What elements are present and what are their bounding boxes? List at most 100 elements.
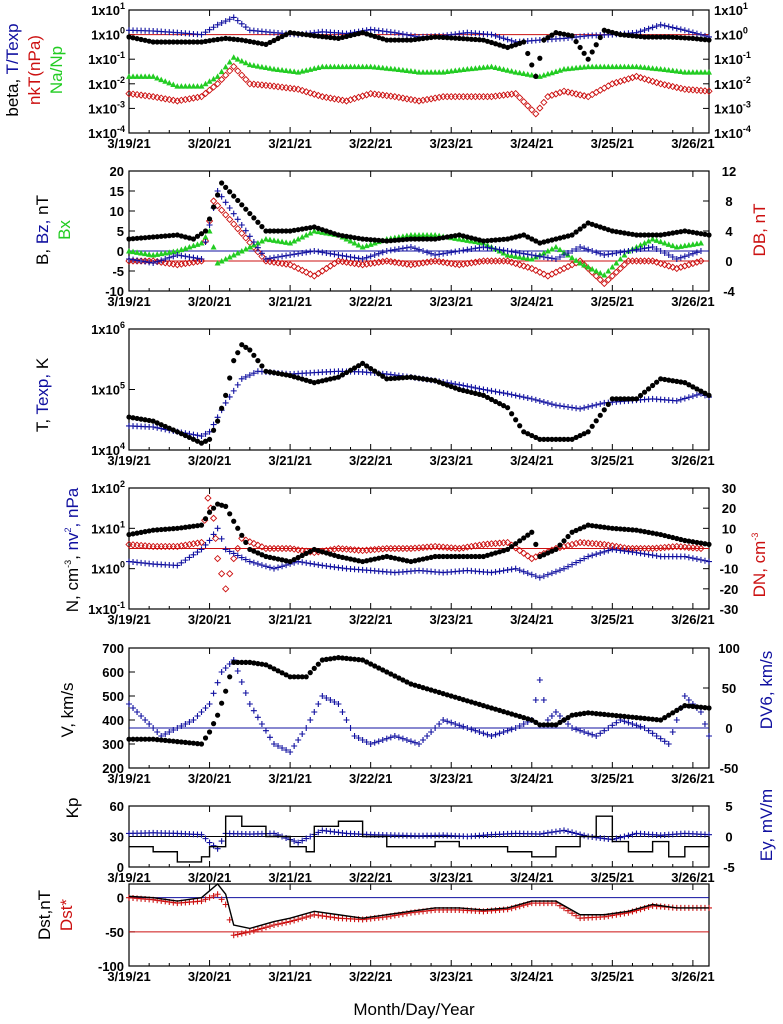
p2-bz-point — [194, 255, 201, 262]
p5-dv6-point — [697, 709, 704, 715]
p1-beta-point — [464, 36, 470, 42]
p4-n-point — [545, 550, 551, 556]
x-axis-title: Month/Day/Year — [353, 1000, 475, 1019]
p5-v-point — [142, 736, 148, 742]
p2-bx-point — [432, 232, 439, 238]
p5-v-point — [654, 717, 660, 723]
p3-texp-point — [689, 393, 696, 400]
p5-dv6-point — [540, 697, 547, 703]
p2-bx-point — [126, 248, 132, 254]
p2-bz-point — [154, 258, 161, 265]
p1-na-np-point — [561, 65, 567, 72]
p4-n-point — [569, 529, 575, 535]
p2-b-point — [690, 229, 696, 235]
p2-b-point — [372, 237, 378, 243]
p1-beta-point — [215, 36, 221, 43]
p1-beta-point — [460, 36, 466, 42]
p2-bz-point — [585, 246, 592, 253]
p1-beta-point — [388, 37, 394, 43]
p2-db-point — [197, 257, 206, 265]
p2-db-point — [310, 272, 318, 280]
p4-dn-point — [137, 541, 145, 550]
p5-dv6-point — [331, 699, 338, 705]
p4-dn-point — [218, 570, 226, 578]
p5-v-point — [198, 741, 205, 747]
p1-nkt-point — [576, 91, 584, 99]
p4-n-point — [678, 536, 684, 543]
p2-db-point — [552, 268, 560, 276]
p1-nkt-point — [169, 96, 177, 104]
p1-beta-point — [678, 35, 684, 41]
p2-bx-point — [146, 251, 153, 257]
p1-nkt-point — [677, 84, 685, 92]
p7-dst-star-point — [242, 929, 249, 936]
p5-v-point — [404, 679, 410, 685]
p4-n-point — [557, 542, 563, 548]
p2-bx-point — [520, 254, 527, 261]
p2-db-point — [673, 264, 681, 273]
p3-texp-point — [552, 402, 559, 409]
p1-na-np-point — [653, 65, 660, 72]
p6-ey-point — [581, 832, 588, 839]
p4-nv2-point — [524, 570, 531, 577]
p1-na-np-point — [573, 64, 580, 71]
p1-beta-point — [448, 35, 454, 41]
p5-v-point — [601, 711, 607, 718]
p2-b-point — [158, 233, 164, 239]
p2-b-point — [202, 228, 209, 234]
p3-t-point — [323, 377, 329, 383]
p4-nv2-point — [254, 560, 261, 567]
p1-beta-point — [662, 34, 668, 40]
p1-na-np-point — [613, 63, 620, 70]
p2-bz-point — [677, 254, 684, 261]
p1-na-np-point — [242, 59, 249, 66]
p1-beta-point — [513, 42, 519, 48]
p2-bz-point — [242, 227, 249, 234]
p3-t-point — [637, 392, 644, 399]
p1-beta-point — [686, 35, 692, 41]
x-tick-label: 3/24/21 — [510, 136, 553, 151]
p1-nkt-point — [463, 93, 471, 101]
p2-b-point — [589, 221, 595, 227]
p5-v-point — [613, 713, 619, 719]
p3-t-point — [666, 377, 672, 383]
p2-db-point — [346, 259, 355, 267]
p1-beta-point — [126, 34, 132, 40]
p1-na-np-point — [411, 68, 418, 75]
p3-texp-point — [556, 402, 563, 409]
p5-dv6-point — [210, 690, 217, 697]
p4-dn-point — [467, 542, 475, 551]
p4-nv2-point — [234, 552, 241, 559]
p6-ey-point — [536, 831, 543, 838]
p2-bx-point — [222, 256, 229, 262]
p5-v-point — [223, 688, 229, 694]
p3-t-point — [682, 380, 688, 386]
p1-nkt-point — [540, 98, 548, 107]
p3-t-point — [396, 375, 402, 381]
p7-dst-star-point — [315, 912, 322, 919]
p1-na-np-point — [468, 65, 475, 72]
p5-dv6-point — [432, 725, 439, 731]
p2-b-point — [315, 225, 321, 231]
p4-nv2-point — [250, 559, 257, 566]
p4-nv2-point — [315, 561, 322, 568]
p1-nkt-point — [218, 75, 226, 84]
p2-b-point — [408, 236, 414, 242]
p1-na-np-point — [669, 67, 676, 74]
p3-texp-point — [508, 391, 515, 398]
p4-nv2-point — [275, 564, 282, 571]
p4-y2-tick-label: 0 — [725, 542, 732, 557]
p7-y-tick-label: -50 — [105, 925, 124, 940]
p1-beta-point — [166, 39, 172, 45]
p2-db-point — [169, 260, 177, 268]
p3-t-point — [452, 385, 458, 391]
p1-beta-point — [480, 37, 487, 43]
p1-nkt-point — [314, 91, 322, 100]
p3-t-point — [573, 434, 579, 441]
p1-na-np-point — [339, 63, 346, 70]
p5-v-point — [227, 674, 233, 680]
p5-dv6-point — [424, 733, 431, 739]
p2-bz-point — [371, 252, 378, 258]
p2-bx-point — [242, 246, 249, 252]
p4-n-point — [372, 556, 378, 562]
